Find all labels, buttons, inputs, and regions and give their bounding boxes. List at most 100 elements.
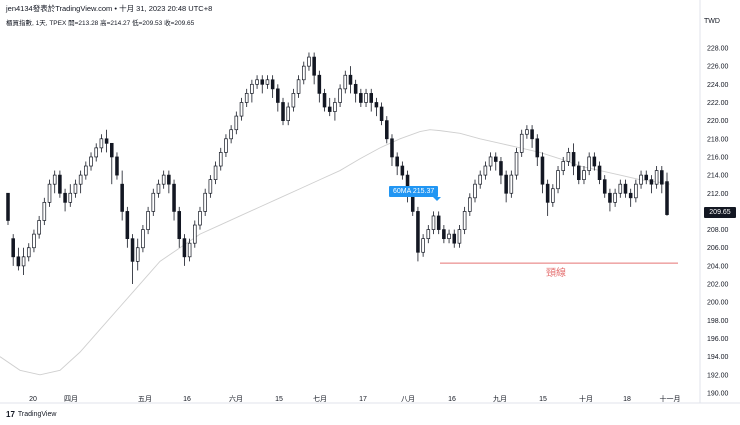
candle — [379, 106, 384, 121]
candle — [623, 183, 628, 194]
y-tick-label: 192.00 — [707, 372, 729, 379]
candle — [322, 93, 327, 108]
candle — [317, 74, 322, 94]
candle — [359, 93, 363, 103]
x-tick-label: 16 — [183, 396, 191, 403]
candle — [203, 192, 207, 212]
candle — [649, 179, 654, 185]
candle — [369, 93, 374, 103]
y-tick-label: 190.00 — [707, 391, 729, 398]
candle — [540, 156, 545, 185]
candle — [110, 142, 114, 158]
candle — [385, 120, 389, 140]
candle — [115, 156, 119, 176]
candle — [182, 238, 187, 258]
brand[interactable]: 17 TradingView — [6, 410, 56, 419]
candle — [592, 156, 597, 167]
y-tick-label: 228.00 — [707, 46, 729, 53]
candle — [42, 201, 47, 221]
x-tick-label: 16 — [448, 396, 456, 403]
candle — [473, 183, 477, 199]
candle — [374, 102, 379, 108]
x-tick-label: 十一月 — [660, 394, 681, 403]
ma60-line — [0, 129, 671, 376]
candle — [286, 106, 290, 121]
candle — [312, 56, 316, 76]
candle — [187, 242, 192, 258]
candle — [99, 138, 104, 149]
candle — [525, 129, 529, 135]
candle — [416, 211, 420, 253]
candle — [21, 256, 26, 267]
candle — [244, 93, 249, 103]
candle — [488, 156, 493, 167]
candle — [37, 220, 41, 235]
candle — [146, 211, 150, 230]
x-tick-label: 18 — [623, 396, 631, 403]
y-tick-label: 208.00 — [707, 227, 729, 234]
candle — [390, 138, 394, 158]
brand-name: TradingView — [17, 411, 57, 418]
candle — [431, 215, 436, 230]
x-tick-label: 十月 — [579, 394, 593, 403]
candle — [78, 174, 83, 185]
candle — [270, 79, 275, 90]
candle — [84, 165, 88, 176]
candle — [556, 170, 560, 190]
x-tick-label: 五月 — [138, 395, 152, 403]
candle — [634, 183, 638, 199]
candle — [566, 152, 571, 162]
candle — [400, 165, 405, 176]
candle — [73, 183, 78, 194]
x-tick-label: 15 — [275, 396, 283, 403]
y-tick-label: 224.00 — [707, 82, 729, 89]
candle — [447, 233, 451, 240]
candle — [654, 170, 659, 185]
candle — [426, 229, 431, 240]
candle — [628, 192, 633, 199]
x-tick-label: 20 — [29, 396, 37, 403]
candle — [307, 56, 311, 67]
candle — [135, 247, 140, 262]
symbol-info: 櫃買指數, 1天, TPEX 開=213.28 高=214.27 低=209.5… — [6, 20, 195, 27]
candle — [213, 165, 218, 180]
candle — [125, 211, 130, 240]
candle — [250, 83, 254, 94]
candle — [613, 192, 617, 203]
candle — [571, 152, 576, 167]
candle — [509, 174, 514, 194]
candle — [260, 79, 265, 85]
tradingview-logo-icon: 17 — [6, 410, 15, 419]
y-tick-label: 218.00 — [707, 136, 729, 143]
candle — [519, 133, 524, 153]
candle — [58, 174, 62, 194]
candle — [395, 156, 399, 167]
candle — [193, 224, 197, 244]
y-tick-label: 226.00 — [707, 64, 729, 71]
candle — [462, 211, 467, 230]
y-tick-label: 216.00 — [707, 154, 729, 161]
candle — [281, 102, 285, 121]
candle — [457, 229, 462, 244]
candle — [551, 188, 555, 203]
candle — [597, 165, 602, 180]
candle — [63, 192, 67, 203]
candle — [353, 83, 358, 94]
candle — [32, 233, 36, 249]
candle — [535, 138, 540, 158]
candle — [561, 161, 565, 171]
candle — [130, 238, 135, 262]
x-tick-label: 八月 — [401, 395, 415, 403]
candle — [177, 211, 182, 240]
candle — [167, 174, 171, 185]
candle — [265, 79, 270, 85]
candle — [644, 174, 649, 180]
ma-label: 60MA 215.37 — [389, 186, 439, 197]
y-tick-label: 196.00 — [707, 336, 729, 343]
x-tick-label: 六月 — [229, 394, 243, 403]
candle — [161, 174, 166, 185]
x-tick-label: 15 — [539, 396, 547, 403]
candle — [89, 156, 93, 167]
y-tick-label: 194.00 — [707, 354, 729, 361]
